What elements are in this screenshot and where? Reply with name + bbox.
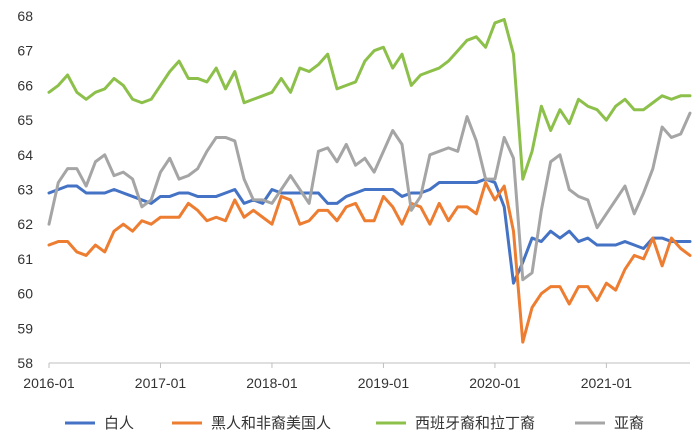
- series-line-2: [47, 17, 692, 181]
- x-tick-label: 2020-01: [469, 375, 521, 391]
- legend: 白人 黑人和非裔美国人 西班牙裔和拉丁裔 亚裔: [65, 414, 644, 432]
- series-line-3: [47, 111, 692, 282]
- y-tick-label: 61: [17, 251, 33, 267]
- x-tick-label: 2019-01: [358, 375, 410, 391]
- legend-label-2: 西班牙裔和拉丁裔: [415, 414, 535, 432]
- y-tick-label: 64: [17, 147, 33, 163]
- x-tick-label: 2018-01: [246, 375, 298, 391]
- y-tick-label: 59: [17, 320, 33, 336]
- legend-label-0: 白人: [104, 414, 134, 432]
- x-tick-label: 2016-01: [23, 375, 75, 391]
- y-tick-label: 60: [17, 286, 33, 302]
- x-axis-tick-marks: [48, 363, 607, 368]
- y-tick-label: 66: [17, 77, 33, 93]
- y-tick-label: 67: [17, 43, 33, 59]
- y-tick-label: 62: [17, 216, 33, 232]
- legend-label-1: 黑人和非裔美国人: [211, 414, 331, 432]
- series-lines: [47, 17, 692, 344]
- x-tick-label: 2017-01: [135, 375, 187, 391]
- y-tick-label: 68: [17, 8, 33, 24]
- y-axis-tick-labels: 58 59 60 61 62 63 64 65 66 67 68: [17, 8, 33, 371]
- legend-label-3: 亚裔: [614, 414, 644, 432]
- series-line-1: [47, 181, 692, 344]
- y-tick-label: 58: [17, 355, 33, 371]
- x-axis-tick-labels: 2016-01 2017-01 2018-01 2019-01 2020-01 2021-…: [23, 375, 632, 391]
- x-tick-label: 2021-01: [581, 375, 633, 391]
- y-tick-label: 63: [17, 182, 33, 198]
- series-line-0: [47, 177, 692, 285]
- y-tick-label: 65: [17, 112, 33, 128]
